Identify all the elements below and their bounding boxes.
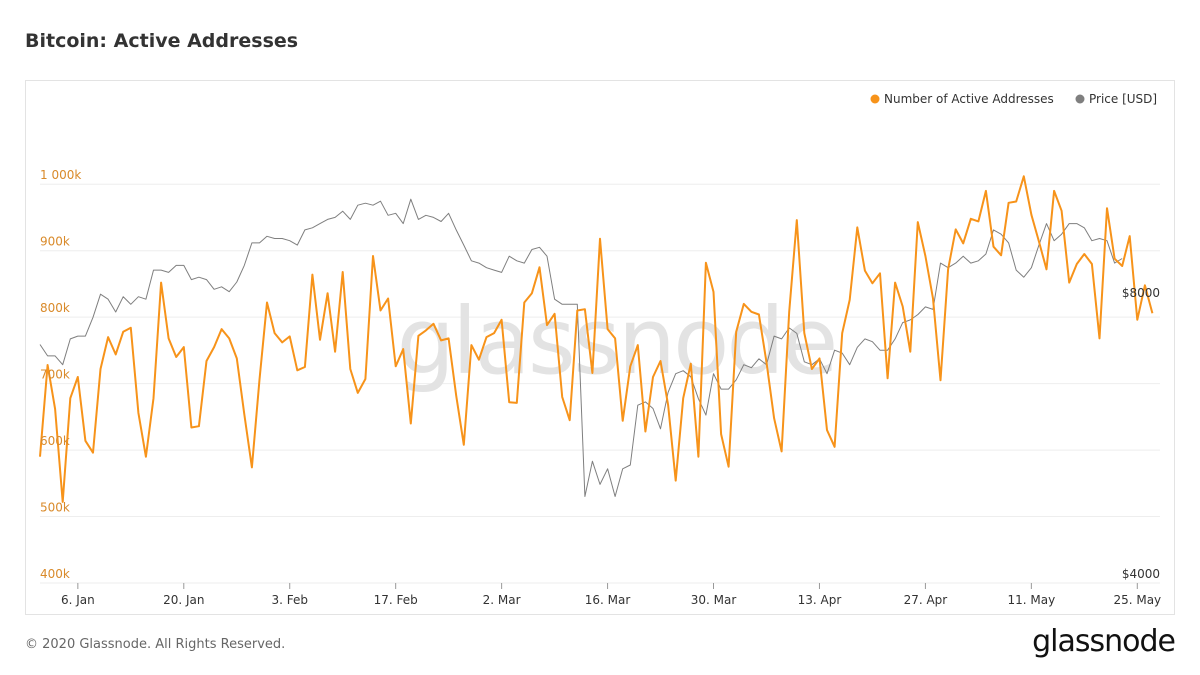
price-series [39, 198, 1123, 497]
left-axis: 400k 500k 600k 700k 800k 900k 1 000k [40, 168, 81, 581]
watermark: glassnode [397, 288, 836, 395]
chart-svg: glassnode 400k 500k 600k 700k 800k 900k 1 000k… [39, 92, 1161, 607]
chart-panel: glassnode 400k 500k 600k 700k 800k 900k 1 000k… [25, 80, 1175, 615]
y-left-tick-label: 500k [40, 501, 70, 515]
legend-label: Number of Active Addresses [884, 92, 1054, 106]
legend-label: Price [USD] [1089, 92, 1157, 106]
price-line [39, 198, 1123, 497]
chart-title: Bitcoin: Active Addresses [25, 30, 299, 52]
x-tick-label: 27. Apr [904, 593, 948, 607]
y-left-tick-label: 700k [40, 368, 70, 382]
y-left-tick-label: 1 000k [40, 168, 81, 182]
addresses-series [39, 175, 1154, 503]
y-left-tick-label: 400k [40, 567, 70, 581]
x-tick-label: 11. May [1007, 593, 1055, 607]
legend-marker [870, 94, 880, 104]
addresses-line [39, 175, 1154, 503]
x-tick-label: 16. Mar [585, 593, 631, 607]
y-left-tick-label: 900k [40, 235, 70, 249]
legend-marker [1075, 94, 1085, 104]
legend: Number of Active Addresses Price [USD] [870, 92, 1157, 106]
x-tick-label: 6. Jan [61, 593, 95, 607]
y-left-tick-label: 600k [40, 434, 70, 448]
right-axis: $4000 $8000 [1122, 286, 1160, 581]
copyright-text: © 2020 Glassnode. All Rights Reserved. [25, 637, 286, 652]
brand-logo: glassnode [1032, 624, 1176, 659]
x-tick-label: 25. May [1113, 593, 1161, 607]
y-right-tick-label: $4000 [1122, 567, 1160, 581]
x-tick-label: 20. Jan [163, 593, 204, 607]
y-left-tick-label: 800k [40, 301, 70, 315]
x-tick-label: 13. Apr [798, 593, 842, 607]
x-tick-label: 30. Mar [691, 593, 737, 607]
x-tick-label: 3. Feb [271, 593, 308, 607]
x-axis: 6. Jan 20. Jan 3. Feb 17. Feb 2. Mar 16. Mar 3… [61, 583, 1161, 607]
x-tick-label: 17. Feb [374, 593, 418, 607]
y-right-tick-label: $8000 [1122, 286, 1160, 300]
x-tick-label: 2. Mar [483, 593, 521, 607]
